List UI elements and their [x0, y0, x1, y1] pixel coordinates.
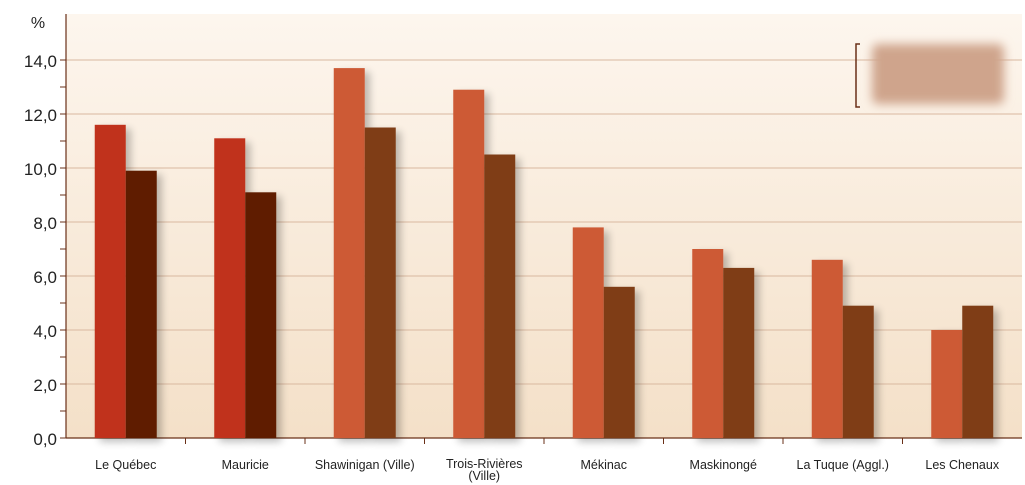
bar-series-1 [214, 138, 246, 439]
y-tick-labels: 0,0 2,0 4,0 6,0 8,0 10,0 12,0 14,0 [24, 52, 57, 449]
bar-series-2 [723, 267, 755, 438]
bar-series-1 [333, 68, 365, 438]
y-tick-label: 8,0 [33, 214, 57, 233]
bar-series-1 [811, 259, 843, 438]
bar-series-1 [692, 249, 724, 438]
legend-bracket [855, 43, 860, 108]
y-tick-label: 4,0 [33, 322, 57, 341]
bars [94, 68, 994, 439]
bar-series-2 [125, 170, 157, 438]
x-tick-label: Le Québec [95, 458, 156, 472]
x-tick-label: La Tuque (Aggl.) [797, 458, 889, 472]
y-tick-label: 2,0 [33, 376, 57, 395]
y-tick-label: 6,0 [33, 268, 57, 287]
x-tick-label: Mauricie [222, 458, 269, 472]
y-tick-label: 10,0 [24, 160, 57, 179]
bar-series-2 [484, 154, 516, 438]
legend-blurred-swatch [872, 44, 1004, 104]
bar-series-1 [453, 89, 485, 438]
y-tick-label: 0,0 [33, 430, 57, 449]
legend [855, 43, 1004, 108]
x-tick-label: Maskinongé [690, 458, 757, 472]
y-tick-label: 14,0 [24, 52, 57, 71]
bar-series-2 [842, 305, 874, 438]
x-tick-label: Mékinac [580, 458, 627, 472]
x-tick-labels: Le Québec Mauricie Shawinigan (Ville) Trois… [95, 457, 1000, 483]
x-tick-label: Les Chenaux [925, 458, 999, 472]
y-tick-label: 12,0 [24, 106, 57, 125]
y-axis-unit-label: % [31, 15, 45, 32]
bar-series-2 [962, 305, 994, 438]
bar-series-2 [245, 192, 277, 438]
bar-series-1 [572, 227, 604, 438]
x-tick-label: Shawinigan (Ville) [315, 458, 415, 472]
x-tick-label: Trois-Rivières (Ville) [446, 457, 523, 483]
bar-series-1 [931, 330, 963, 438]
bar-series-1 [94, 124, 126, 439]
bar-series-2 [364, 127, 396, 438]
bar-series-2 [603, 286, 635, 438]
